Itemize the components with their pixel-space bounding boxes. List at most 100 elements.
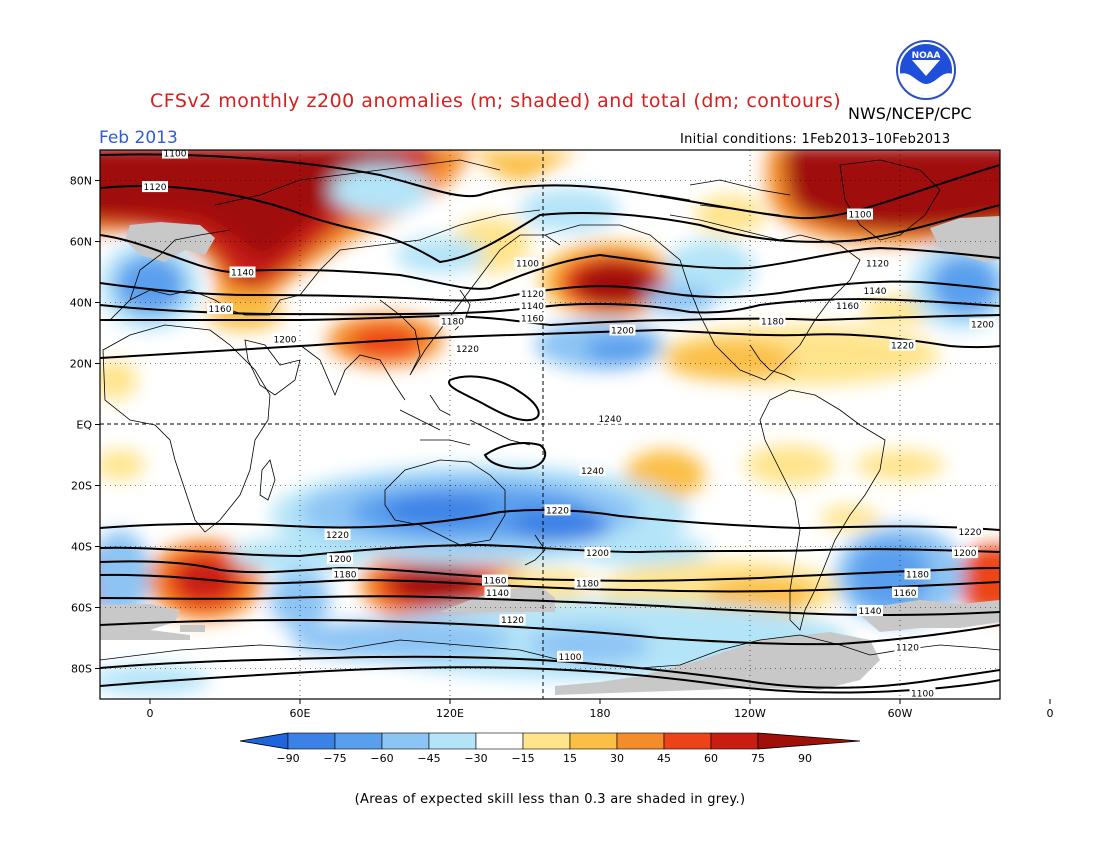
contour-label-box: [759, 315, 786, 327]
contour-label: 1120: [519, 287, 546, 300]
contour-label: 1140: [857, 605, 883, 617]
colorbar-label: 90: [798, 752, 812, 765]
contour-label-text: 1200: [586, 549, 609, 559]
contour-label-box: [909, 687, 936, 699]
initial-conditions: Initial conditions: 1Feb2013–10Feb2013: [680, 132, 951, 147]
contour-label: 1160: [892, 586, 918, 599]
contour-label: 1180: [439, 315, 466, 327]
contour-label-box: [862, 284, 888, 296]
contour-label-layer: 1100 1120 1140 1160 1100 1120 1140 1160 1180 1200…: [142, 147, 996, 699]
contour-label: 1160: [834, 300, 861, 312]
colorbar-label: −60: [370, 752, 393, 765]
contour-label: 1200: [952, 547, 978, 559]
contour-label-box: [519, 312, 546, 324]
contour-label-text: 1120: [521, 290, 544, 300]
contour-label-box: [834, 300, 861, 312]
contour-label-text: 1220: [959, 528, 982, 538]
contour-label-text: 1160: [836, 302, 859, 312]
lat-tick-label: 40N: [70, 297, 92, 310]
skill-footnote: (Areas of expected skill less than 0.3 a…: [354, 792, 746, 807]
contour-label-text: 1220: [546, 506, 569, 516]
forecast-month: Feb 2013: [99, 128, 178, 148]
contour-label: 1160: [482, 574, 508, 587]
contour-label-text: 1160: [521, 314, 544, 324]
graticule: [100, 150, 1000, 699]
contour-label-box: [892, 586, 918, 598]
colorbar-label: 75: [751, 752, 765, 765]
colorbar-label: 30: [610, 752, 624, 765]
contour-label-text: 1220: [456, 345, 479, 355]
contour-label-text: 1100: [559, 653, 582, 663]
lon-tick-label: 0: [147, 707, 154, 720]
contour-label-box: [864, 257, 891, 269]
colorbar-label: 60: [704, 752, 718, 765]
contour-label: 1200: [584, 547, 611, 559]
contour-label-text: 1140: [486, 589, 509, 599]
contour-label-text: 1160: [894, 589, 917, 599]
contour-label-box: [579, 464, 606, 476]
contour-label: 1220: [889, 339, 916, 352]
contour-label-box: [324, 528, 351, 540]
contour-label: 1180: [759, 315, 786, 327]
lon-tick-label: 60E: [290, 707, 311, 720]
contour-label: 1220: [957, 525, 983, 538]
contour-label: 1160: [207, 303, 233, 315]
colorbar-label: −30: [464, 752, 487, 765]
contour-label-box: [499, 614, 526, 626]
contour-label-text: 1120: [866, 259, 889, 269]
contour-label-text: 1200: [611, 326, 634, 336]
lon-tick-label: 60W: [888, 707, 913, 720]
contour-label: 1140: [519, 300, 546, 312]
contour-label: 1120: [142, 181, 168, 193]
colorbar-label: −90: [276, 752, 299, 765]
lat-tick-label: 20S: [71, 480, 92, 493]
contour-label-text: 1200: [954, 549, 977, 559]
contour-label-box: [894, 641, 921, 653]
contour-label: 1200: [272, 333, 298, 346]
colorbar-label: −45: [417, 752, 440, 765]
contour-label: 1200: [327, 553, 353, 565]
contour-label-text: 1220: [326, 531, 349, 541]
contour-label-text: 1240: [599, 415, 622, 425]
contour-label-box: [439, 315, 466, 327]
lon-tick-label: 120W: [734, 707, 766, 720]
lat-tick-label: 80N: [70, 175, 92, 188]
contour-label-box: [272, 333, 298, 345]
contour-label-text: 1180: [906, 570, 929, 580]
contour-label-text: 1200: [329, 555, 352, 565]
contour-label: 1220: [324, 528, 351, 541]
colorbar-label: 45: [657, 752, 671, 765]
low-skill-grey-areas: [100, 216, 1000, 695]
contour-label: 1160: [519, 312, 546, 324]
contour-label: 1240: [579, 464, 606, 477]
colorbar-swatch: [663, 732, 712, 750]
contour-label: 1180: [574, 577, 601, 590]
contour-label-text: 1180: [441, 317, 464, 327]
lon-tick-label: 0: [1047, 707, 1054, 720]
contour-label-text: 1200: [971, 320, 994, 330]
colorbar: −90 −75 −60 −45 −30 −15 15 30 45 60 75 90: [239, 732, 861, 765]
contour-label-text: 1120: [144, 183, 167, 193]
contour-label-text: 1120: [501, 616, 524, 626]
contour-label-box: [557, 650, 583, 662]
contour-label: 1120: [499, 614, 526, 626]
contour-label-text: 1140: [231, 269, 254, 279]
contour-label: 1100: [847, 208, 873, 221]
contour-label-text: 1220: [891, 342, 914, 352]
colorbar-swatch: [569, 732, 618, 750]
contour-label-box: [229, 266, 256, 278]
contour-label-box: [857, 605, 883, 617]
contour-label-text: 1140: [521, 302, 544, 312]
contour-label-box: [597, 412, 623, 424]
contour-label-text: 1120: [896, 644, 919, 654]
lon-tick-label: 180: [590, 707, 611, 720]
contour-label-text: 1100: [516, 259, 539, 269]
lon-tick-label: 120E: [436, 707, 464, 720]
colorbar-swatch: [616, 732, 665, 750]
contour-label: 1100: [909, 687, 936, 699]
colorbar-swatch: [334, 732, 383, 750]
colorbar-arrow-high: [757, 732, 861, 750]
contour-label: 1100: [557, 650, 583, 663]
contour-label-box: [484, 586, 511, 598]
